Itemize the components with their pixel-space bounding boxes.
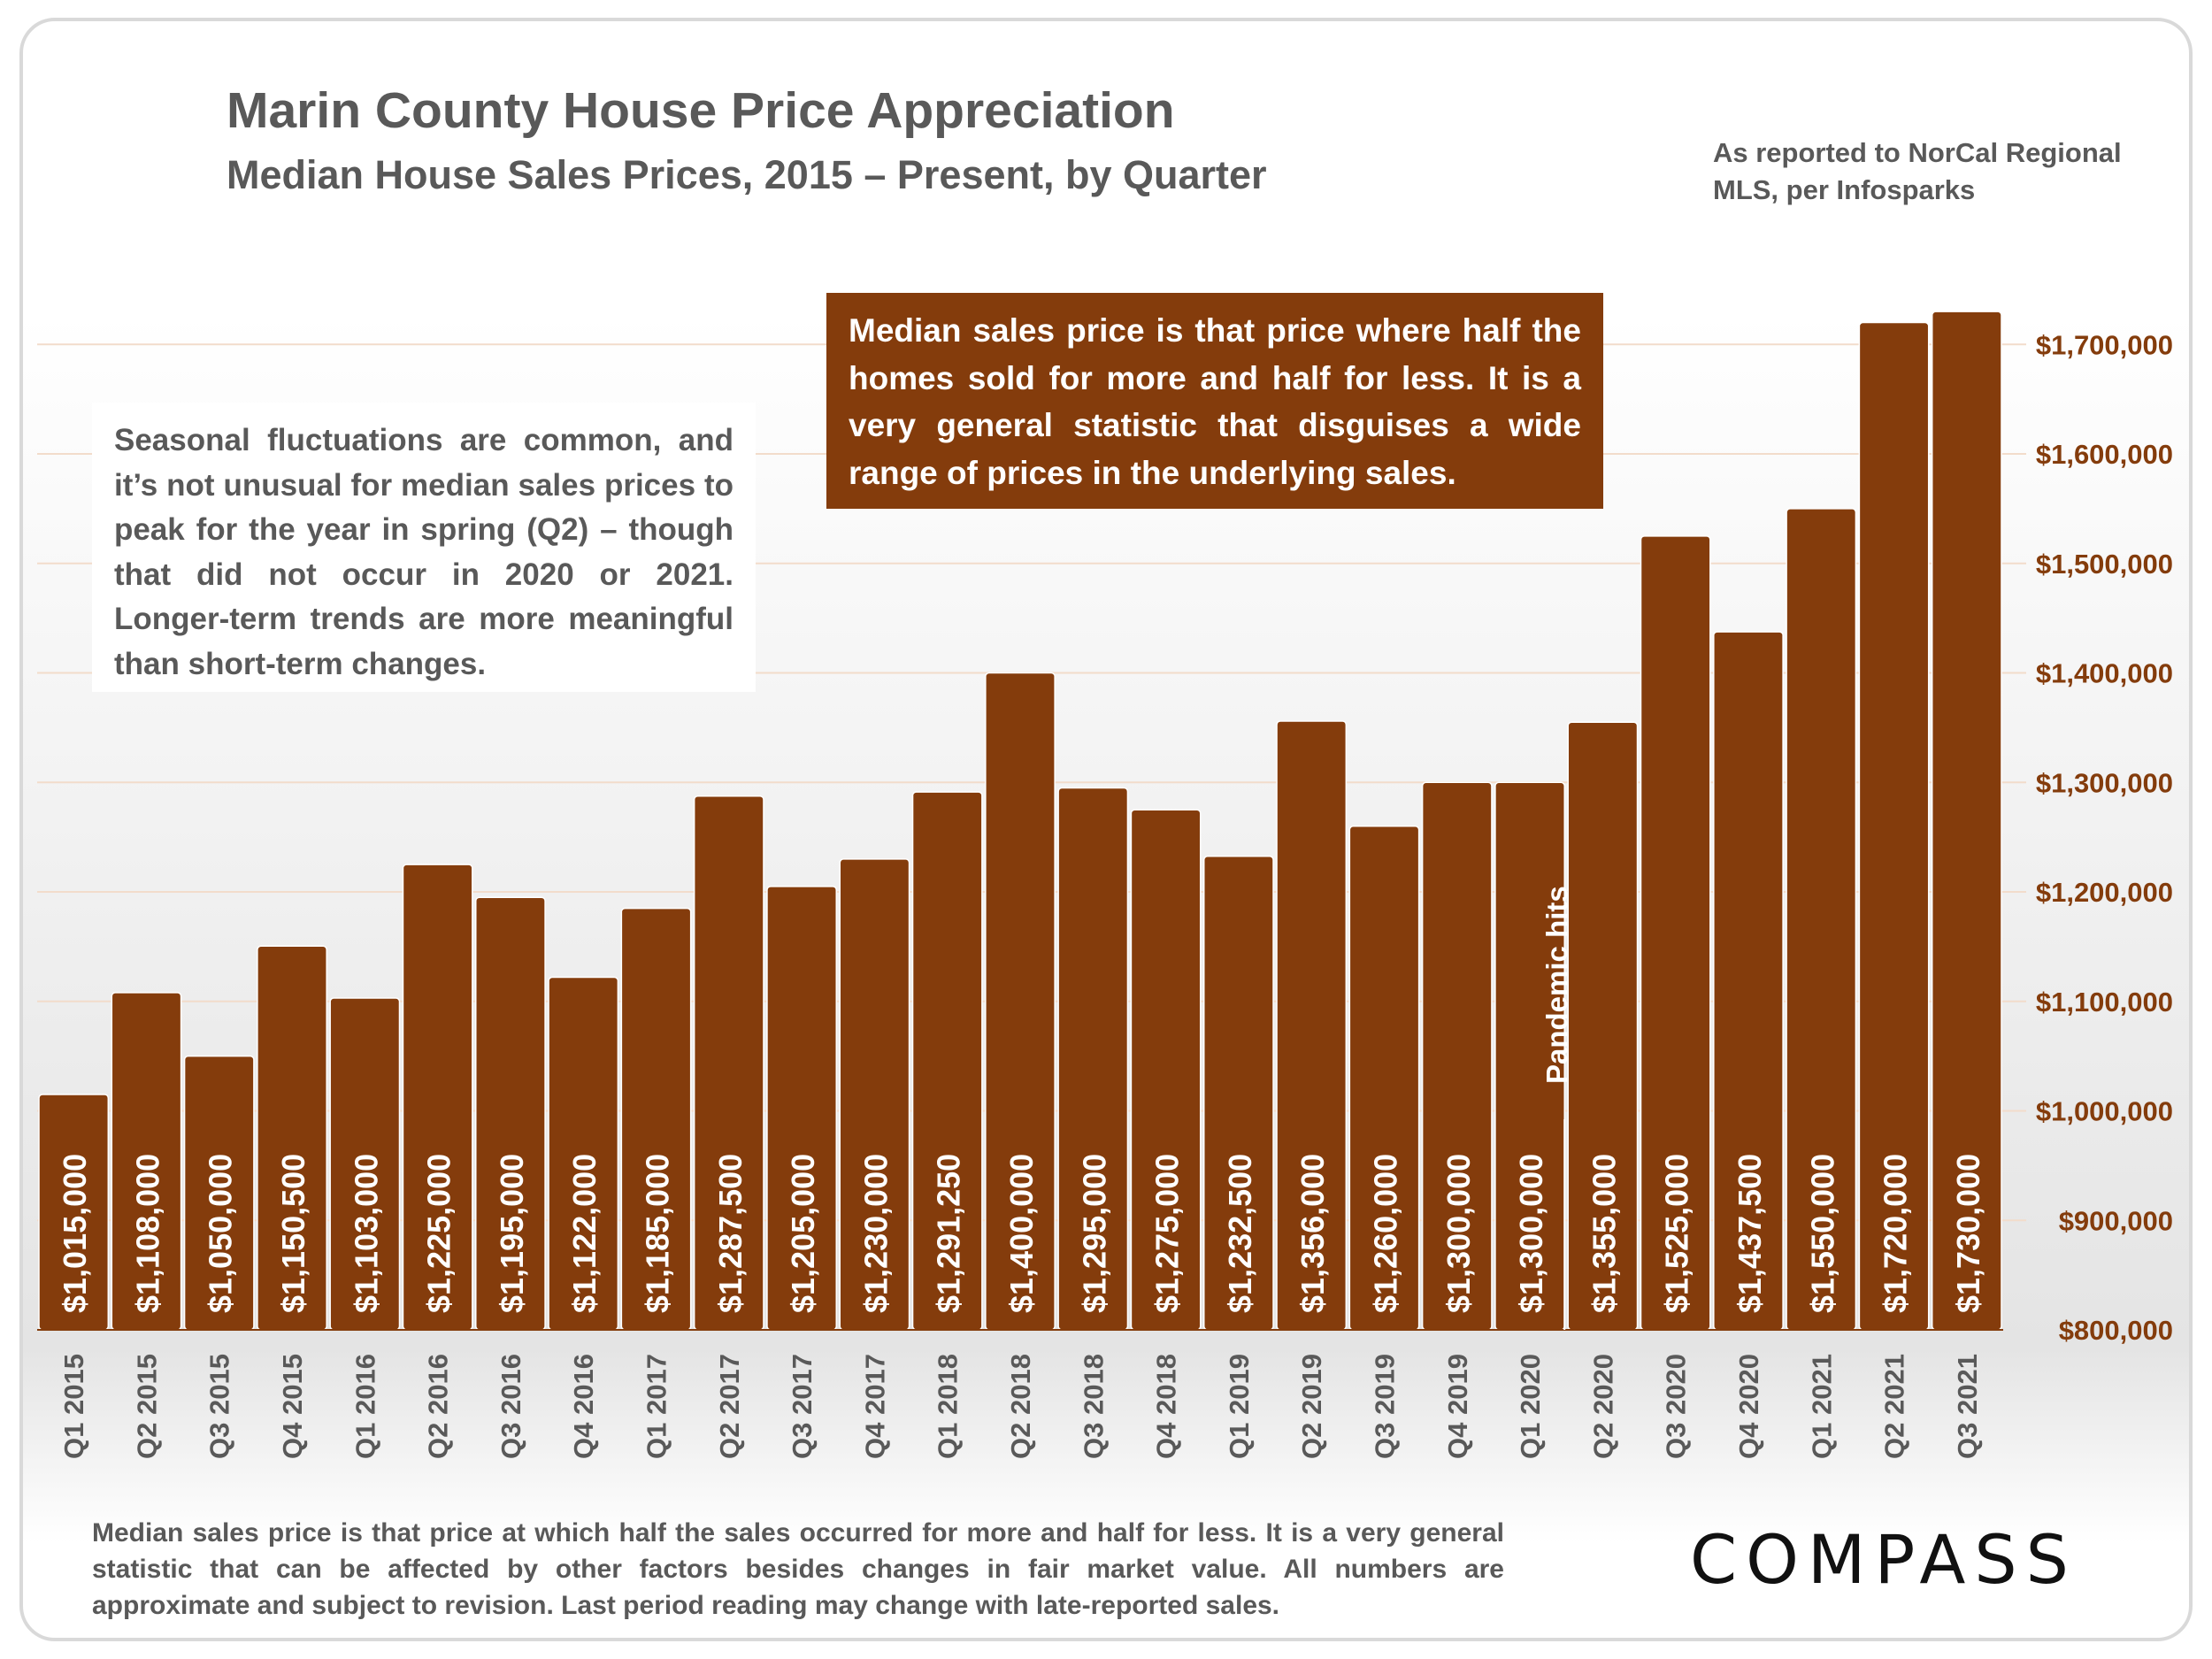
bar-value-label: $1,300,000 — [1440, 1154, 1477, 1313]
bar-value-label: $1,356,000 — [1294, 1154, 1331, 1313]
bar-value-label: $1,122,000 — [566, 1154, 603, 1313]
x-tick-label: Q3 2017 — [787, 1354, 818, 1459]
x-tick-label: Q3 2019 — [1369, 1354, 1400, 1459]
x-tick-label: Q3 2016 — [495, 1354, 526, 1459]
bar-value-label: $1,103,000 — [348, 1154, 384, 1313]
x-tick-label: Q3 2015 — [204, 1354, 235, 1459]
bar-value-label: $1,300,000 — [1513, 1154, 1549, 1313]
x-tick-label: Q1 2015 — [58, 1354, 89, 1459]
compass-logo: COMPASS — [1690, 1520, 2078, 1599]
bar-value-label: $1,205,000 — [785, 1154, 821, 1313]
bar-value-label: $1,260,000 — [1367, 1154, 1403, 1313]
x-tick-label: Q1 2017 — [641, 1354, 672, 1459]
bar-value-label: $1,295,000 — [1076, 1154, 1112, 1313]
bar-value-label: $1,291,250 — [931, 1154, 967, 1313]
annotation-label: Pandemic hits — [1540, 886, 1573, 1084]
x-tick-label: Q3 2020 — [1661, 1354, 1692, 1459]
bar-value-label: $1,185,000 — [640, 1154, 676, 1313]
bar-value-label: $1,108,000 — [129, 1154, 165, 1313]
bar-value-label: $1,015,000 — [57, 1154, 93, 1313]
bar-value-label: $1,050,000 — [203, 1154, 239, 1313]
x-tick-label: Q1 2018 — [933, 1354, 964, 1459]
x-tick-label: Q2 2021 — [1879, 1354, 1910, 1459]
x-tick-label: Q2 2019 — [1296, 1354, 1327, 1459]
bar-value-label: $1,550,000 — [1804, 1154, 1840, 1313]
median-definition-box: Median sales price is that price where h… — [826, 293, 1603, 509]
x-tick-label: Q1 2021 — [1806, 1354, 1837, 1459]
seasonal-note-box: Seasonal fluctuations are common, and it… — [92, 403, 756, 692]
x-tick-label: Q2 2017 — [714, 1354, 745, 1459]
x-tick-label: Q3 2021 — [1952, 1354, 1983, 1459]
bar-value-label: $1,275,000 — [1149, 1154, 1186, 1313]
chart-subtitle: Median House Sales Prices, 2015 – Presen… — [227, 152, 1267, 197]
x-tick-label: Q2 2020 — [1587, 1354, 1618, 1459]
footnote: Median sales price is that price at whic… — [92, 1518, 1504, 1620]
y-tick-label: $1,300,000 — [2036, 767, 2173, 798]
bar-value-label: $1,400,000 — [1003, 1154, 1040, 1313]
x-tick-label: Q4 2020 — [1733, 1354, 1764, 1459]
x-tick-label: Q2 2016 — [423, 1354, 454, 1459]
x-tick-label: Q1 2020 — [1515, 1354, 1546, 1459]
bar-value-label: $1,150,500 — [275, 1154, 311, 1313]
x-tick-label: Q1 2019 — [1224, 1354, 1255, 1459]
x-tick-label: Q4 2019 — [1442, 1354, 1473, 1459]
y-tick-label: $1,500,000 — [2036, 549, 2173, 580]
bar-value-label: $1,355,000 — [1586, 1154, 1622, 1313]
bar-value-label: $1,437,500 — [1732, 1154, 1768, 1313]
x-tick-label: Q4 2015 — [277, 1354, 308, 1459]
x-tick-label: Q1 2016 — [349, 1354, 380, 1459]
y-tick-label: $1,400,000 — [2036, 658, 2173, 689]
chart-title: Marin County House Price Appreciation — [227, 82, 1175, 139]
bar-value-label: $1,720,000 — [1878, 1154, 1914, 1313]
bar-value-label: $1,232,500 — [1222, 1154, 1258, 1313]
x-tick-label: Q4 2018 — [1151, 1354, 1182, 1459]
x-tick-label: Q4 2017 — [859, 1354, 890, 1459]
bar-value-label: $1,225,000 — [421, 1154, 457, 1313]
x-tick-label: Q2 2015 — [131, 1354, 162, 1459]
x-tick-label: Q4 2016 — [568, 1354, 599, 1459]
x-tick-label: Q2 2018 — [1005, 1354, 1036, 1459]
bar-value-label: $1,287,500 — [712, 1154, 749, 1313]
source-note: As reported to NorCal Regional MLS, per … — [1713, 137, 2122, 205]
bar-value-label: $1,195,000 — [494, 1154, 530, 1313]
y-tick-label: $1,600,000 — [2036, 439, 2173, 470]
y-tick-label: $1,700,000 — [2036, 329, 2173, 360]
y-tick-label: $1,000,000 — [2036, 1096, 2173, 1127]
y-tick-label: $900,000 — [2059, 1205, 2173, 1236]
bar-value-label: $1,230,000 — [857, 1154, 894, 1313]
bar-value-label: $1,730,000 — [1950, 1154, 1986, 1313]
y-tick-label: $1,100,000 — [2036, 987, 2173, 1018]
x-tick-label: Q3 2018 — [1078, 1354, 1109, 1459]
y-tick-label: $800,000 — [2059, 1315, 2173, 1346]
y-tick-label: $1,200,000 — [2036, 877, 2173, 908]
bar-value-label: $1,525,000 — [1659, 1154, 1695, 1313]
